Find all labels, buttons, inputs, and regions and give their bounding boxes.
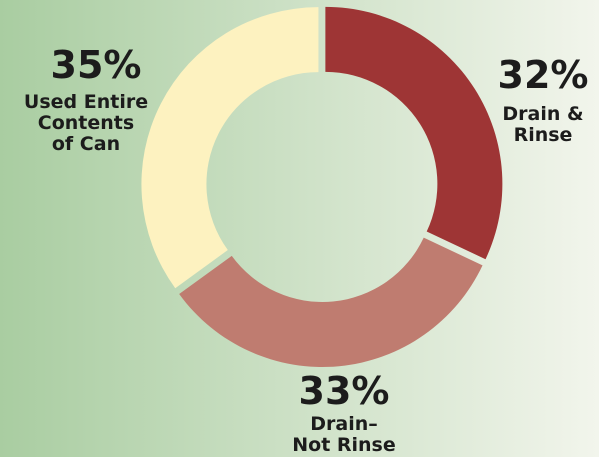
slice-pct-label-used-entire: 35% [51, 43, 142, 87]
slice-label-used-entire-line3: of Can [52, 133, 120, 155]
donut-slice-0 [325, 6, 503, 260]
slice-pct-label-drain-not-rinse: 33% [299, 369, 390, 413]
slice-label-drain-not-rinse-line1: Drain– [310, 413, 378, 435]
donut-slice-1 [179, 237, 483, 367]
slice-pct-label-drain-rinse: 32% [498, 53, 589, 97]
donut-slice-2 [141, 7, 319, 289]
slice-label-used-entire-line2: Contents [38, 112, 134, 134]
slice-label-drain-rinse-line1: Drain & [502, 103, 583, 125]
donut-slices [141, 6, 503, 367]
slice-label-drain-rinse-line2: Rinse [514, 124, 573, 146]
slice-label-used-entire-line1: Used Entire [24, 91, 148, 113]
slice-label-drain-not-rinse-line2: Not Rinse [292, 434, 396, 456]
